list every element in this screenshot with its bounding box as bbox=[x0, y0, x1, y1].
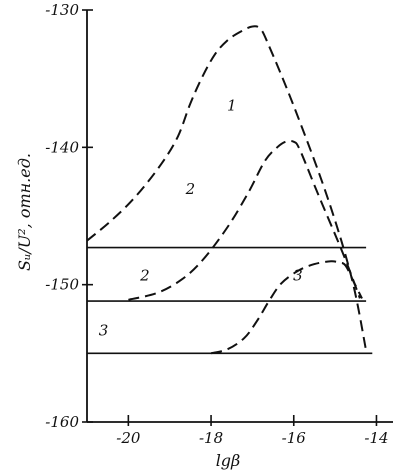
y-tick-label: -140 bbox=[45, 138, 79, 156]
x-tick-label: -18 bbox=[199, 429, 223, 447]
x-tick-label: -16 bbox=[282, 429, 307, 447]
curve-label-3: 3 bbox=[293, 267, 303, 285]
x-tick-label: -14 bbox=[364, 429, 388, 447]
axis-ticks: -130 -140 -150 -160 -20 -18 -16 -14 bbox=[45, 1, 388, 447]
x-axis-title: lgβ bbox=[216, 451, 241, 470]
series-curve-3 bbox=[210, 260, 363, 355]
y-tick-label: -130 bbox=[45, 1, 79, 19]
series-curve-1 bbox=[86, 25, 368, 351]
curve-label-2: 2 bbox=[185, 180, 196, 198]
curve-labels: 1 2 2 3 3 bbox=[99, 96, 303, 339]
curve-label-1: 1 bbox=[227, 96, 237, 114]
axes bbox=[86, 10, 393, 423]
y-tick-label: -150 bbox=[45, 276, 79, 294]
curve-label-3: 3 bbox=[99, 321, 109, 339]
series-curve-2 bbox=[128, 139, 361, 301]
series-lines bbox=[86, 25, 373, 355]
curve-label-2: 2 bbox=[139, 267, 150, 285]
y-axis-title: Sᵤ/U², отн.ед. bbox=[15, 153, 34, 271]
y-tick-label: -160 bbox=[45, 413, 79, 431]
x-tick-label: -20 bbox=[116, 429, 141, 447]
